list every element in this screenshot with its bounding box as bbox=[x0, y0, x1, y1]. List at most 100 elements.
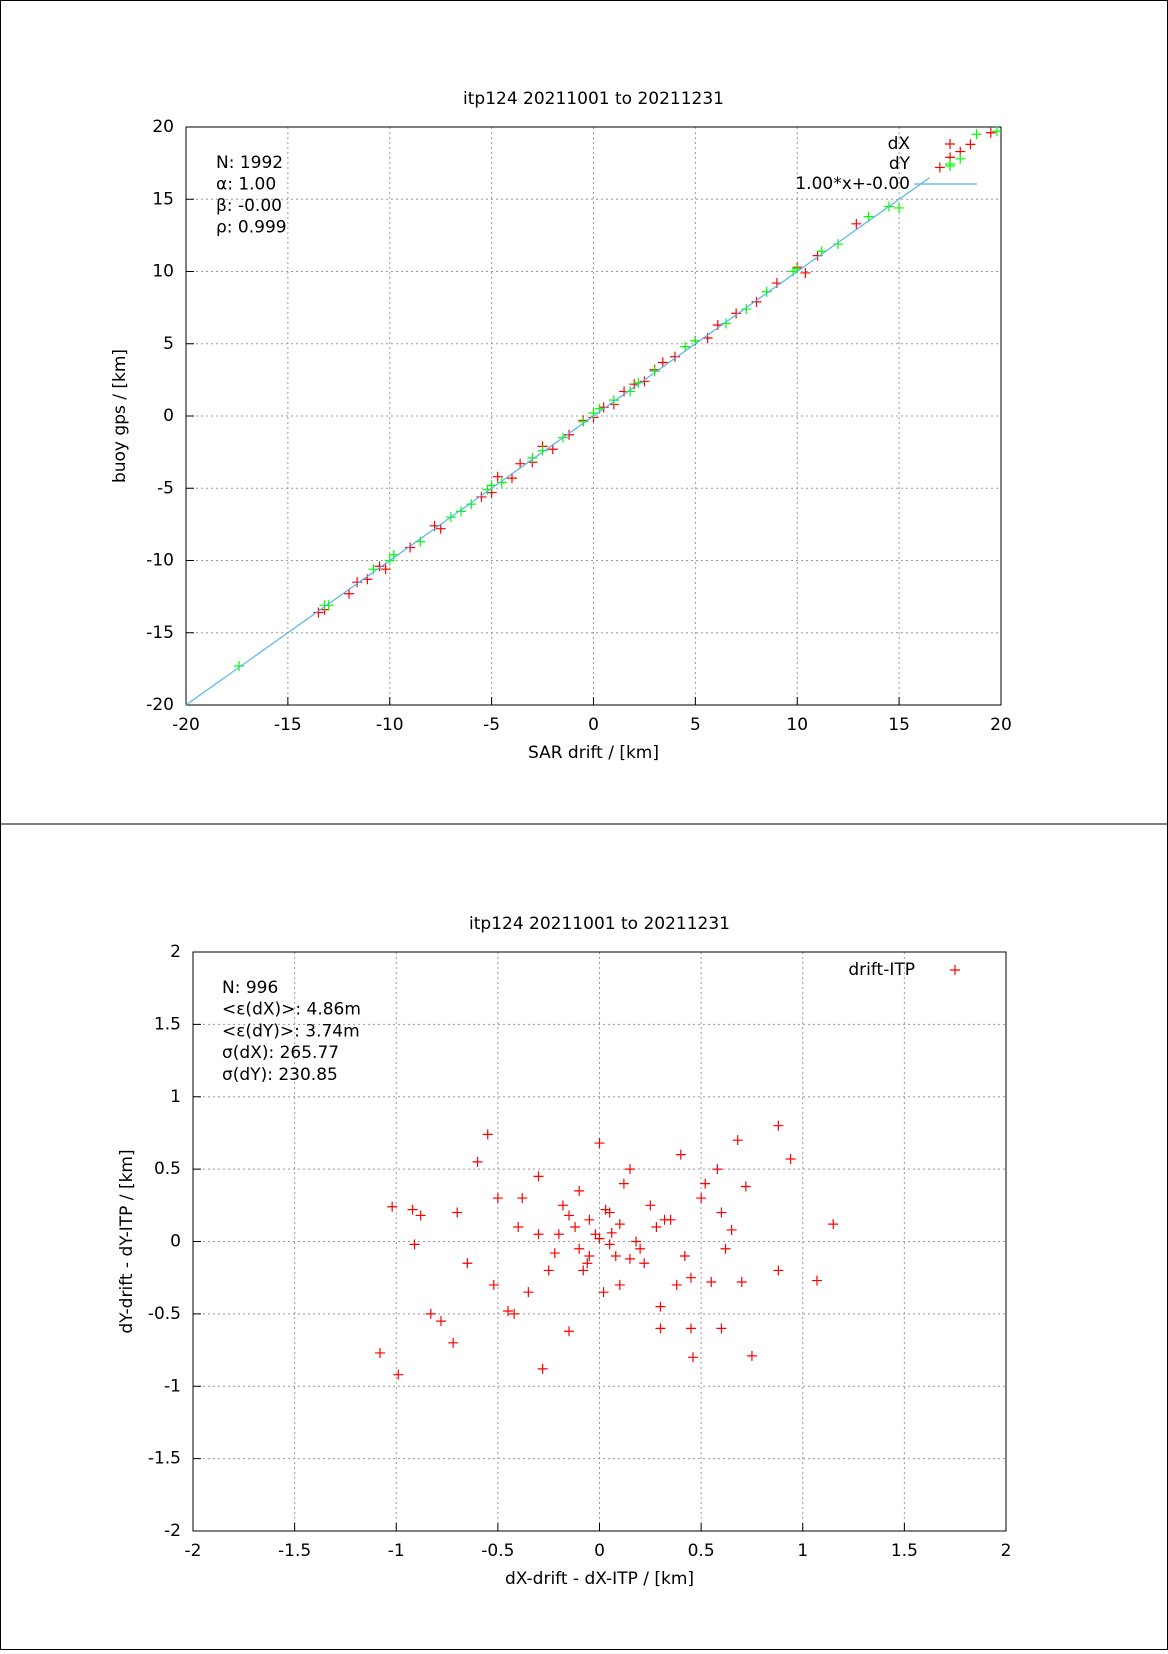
point bbox=[720, 318, 731, 329]
annotation: σ(dY): 230.85 bbox=[222, 1065, 338, 1085]
point bbox=[614, 1279, 625, 1290]
annotation: ρ: 0.999 bbox=[216, 218, 287, 238]
annotation: <ε(dY)>: 3.74m bbox=[222, 1021, 360, 1041]
point bbox=[651, 1222, 662, 1233]
point bbox=[492, 471, 503, 482]
point bbox=[851, 218, 862, 229]
point bbox=[553, 1229, 564, 1240]
point bbox=[574, 1243, 585, 1254]
annotation: β: -0.00 bbox=[216, 196, 282, 216]
y-tick-label: -1.5 bbox=[148, 1449, 181, 1469]
x-tick-label: -5 bbox=[483, 715, 500, 735]
point bbox=[828, 1219, 839, 1230]
point bbox=[537, 1363, 548, 1374]
point bbox=[614, 1219, 625, 1230]
point bbox=[507, 473, 517, 484]
point bbox=[594, 1138, 605, 1149]
point bbox=[476, 491, 487, 502]
point bbox=[584, 1250, 595, 1261]
point bbox=[639, 376, 650, 387]
point bbox=[639, 1258, 650, 1269]
annotation: N: 1992 bbox=[216, 153, 283, 173]
annotation: σ(dX): 265.77 bbox=[222, 1043, 339, 1063]
y-tick-label: -0.5 bbox=[148, 1304, 181, 1324]
point bbox=[955, 153, 966, 164]
point bbox=[527, 452, 538, 463]
point bbox=[934, 162, 945, 173]
point bbox=[352, 577, 363, 588]
point bbox=[582, 1258, 593, 1269]
point bbox=[655, 1301, 666, 1312]
point bbox=[533, 1171, 544, 1182]
point bbox=[655, 1323, 666, 1334]
legend-marker bbox=[945, 139, 955, 149]
point bbox=[726, 1224, 737, 1235]
point bbox=[773, 1120, 784, 1131]
point bbox=[405, 542, 416, 553]
point bbox=[578, 416, 589, 427]
y-axis-label: buoy gps / [km] bbox=[110, 349, 130, 483]
point bbox=[496, 477, 507, 488]
y-tick-label: -10 bbox=[146, 551, 174, 571]
point bbox=[633, 377, 644, 388]
point bbox=[344, 588, 354, 599]
point bbox=[472, 1156, 483, 1167]
point bbox=[380, 564, 391, 575]
point bbox=[706, 1277, 717, 1288]
x-tick-label: 0.5 bbox=[688, 1541, 715, 1561]
y-tick-label: 0 bbox=[163, 406, 174, 426]
legend-label: drift-ITP bbox=[848, 960, 915, 980]
point bbox=[659, 1214, 670, 1225]
y-tick-label: -5 bbox=[157, 478, 174, 498]
point bbox=[670, 351, 680, 362]
point bbox=[584, 1214, 595, 1225]
x-tick-label: 2 bbox=[1001, 1541, 1012, 1561]
fit-line bbox=[185, 177, 931, 706]
point bbox=[574, 1185, 585, 1196]
point bbox=[732, 1135, 743, 1146]
point bbox=[482, 1129, 493, 1140]
point bbox=[374, 561, 385, 572]
point bbox=[675, 1149, 686, 1160]
point bbox=[409, 1239, 420, 1250]
point bbox=[448, 1337, 459, 1348]
x-tick-label: 15 bbox=[888, 715, 910, 735]
point bbox=[985, 127, 996, 138]
point bbox=[712, 1164, 723, 1175]
y-tick-label: -15 bbox=[146, 623, 174, 643]
point bbox=[624, 1253, 635, 1264]
point bbox=[557, 1200, 568, 1211]
point bbox=[387, 1201, 398, 1212]
point bbox=[564, 1210, 575, 1221]
legend-marker bbox=[950, 965, 960, 975]
point bbox=[323, 600, 334, 611]
legend-label: dX bbox=[888, 134, 911, 154]
point bbox=[671, 1279, 682, 1290]
point bbox=[736, 1277, 747, 1288]
point bbox=[785, 1153, 796, 1164]
y-axis-label: dY-drift - dY-ITP / [km] bbox=[117, 1149, 137, 1333]
y-tick-label: -2 bbox=[164, 1521, 181, 1541]
annotation: α: 1.00 bbox=[216, 175, 276, 195]
point bbox=[716, 1207, 727, 1218]
x-tick-label: 1.5 bbox=[891, 1541, 918, 1561]
point bbox=[578, 1265, 589, 1276]
point bbox=[833, 239, 843, 250]
x-tick-label: -2 bbox=[185, 1541, 202, 1561]
point bbox=[598, 1287, 609, 1298]
point bbox=[462, 1258, 473, 1269]
x-tick-label: 0 bbox=[588, 715, 599, 735]
point bbox=[549, 1248, 560, 1259]
point bbox=[515, 458, 526, 469]
y-tick-label: 1 bbox=[170, 1087, 181, 1107]
point bbox=[393, 1369, 404, 1380]
point bbox=[894, 202, 905, 213]
point bbox=[608, 395, 619, 406]
point bbox=[687, 1352, 698, 1363]
point bbox=[452, 1207, 463, 1218]
point bbox=[741, 304, 752, 315]
legend-label: 1.00*x+-0.00 bbox=[795, 174, 910, 194]
point bbox=[716, 1323, 727, 1334]
point bbox=[811, 1275, 822, 1286]
